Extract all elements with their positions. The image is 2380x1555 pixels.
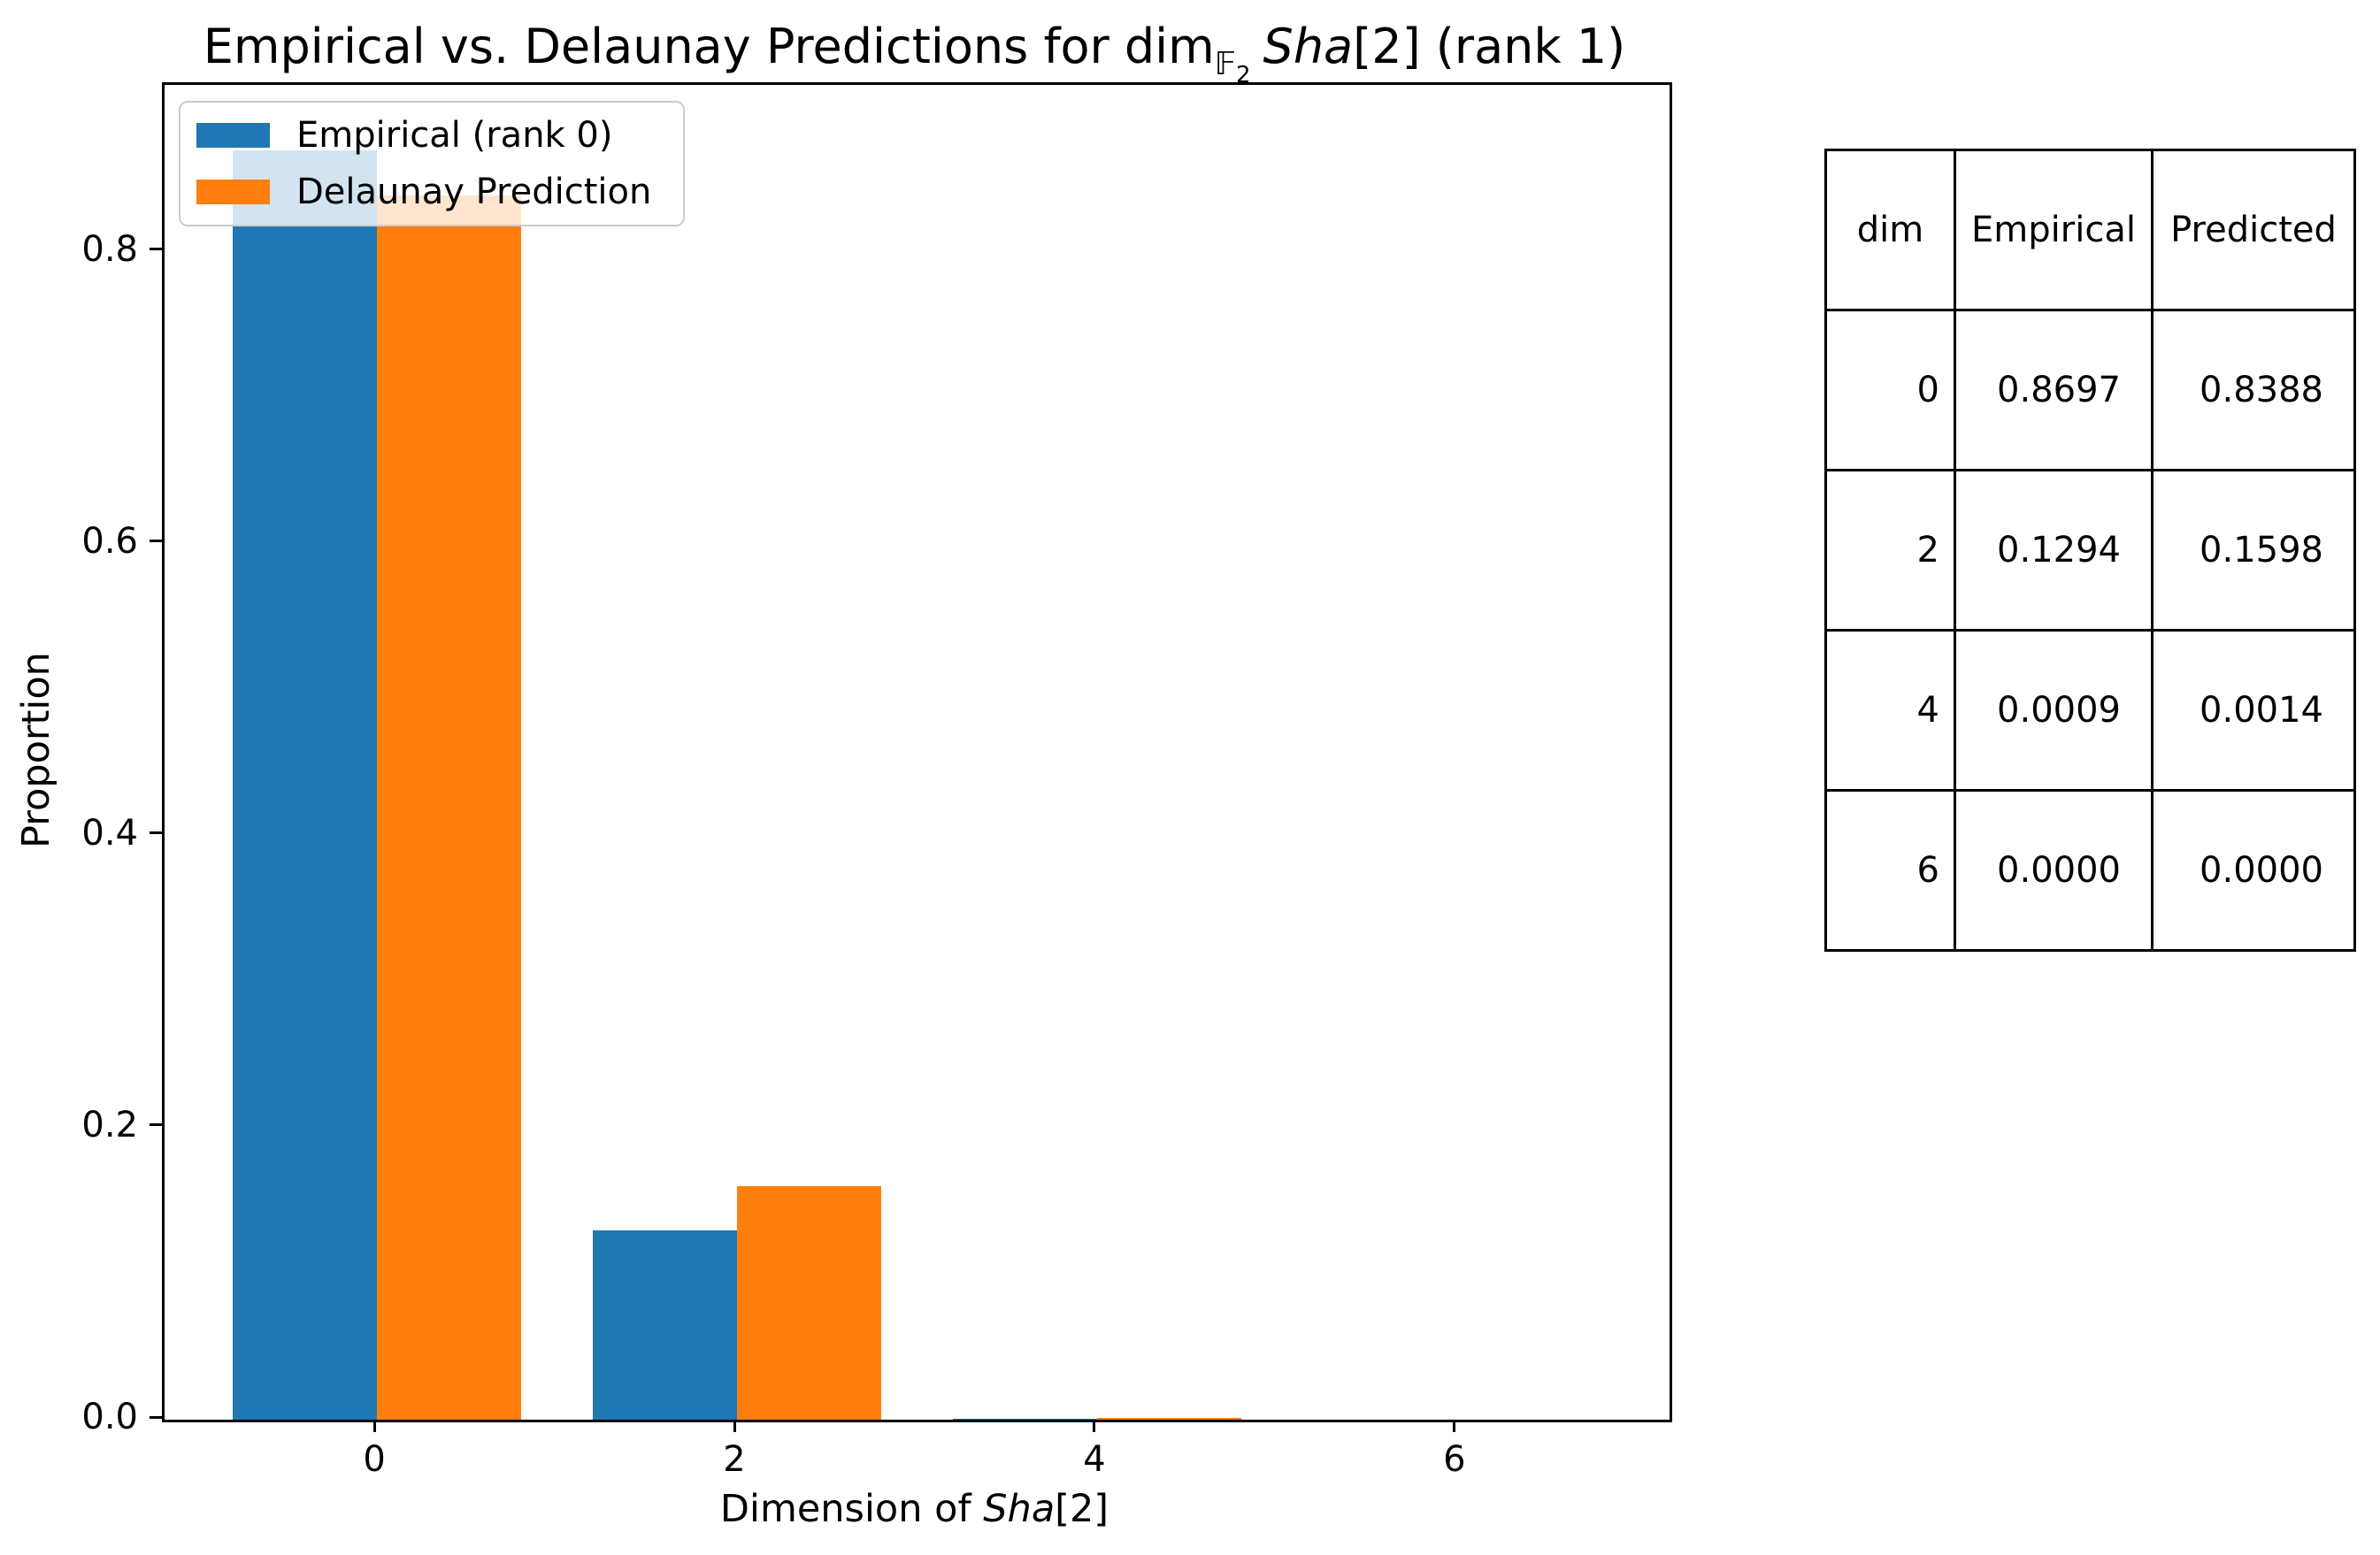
y-tick-mark-0.8 xyxy=(150,248,162,251)
y-tick-mark-0.0 xyxy=(150,1415,162,1419)
x-tick-mark-6 xyxy=(1453,1420,1456,1432)
table-cell: 4 xyxy=(1824,629,1956,792)
table-cell: 0.0009 xyxy=(1954,629,2154,792)
table-cell: 0.1598 xyxy=(2151,469,2356,632)
x-tick-label-2: 2 xyxy=(723,1439,746,1480)
table-row: 4 0.0009 0.0014 xyxy=(1824,629,2356,792)
table-header-row: dim Empirical Predicted xyxy=(1824,149,2356,311)
table-cell: 0.1294 xyxy=(1954,469,2154,632)
bar-series0-x0 xyxy=(233,149,378,1420)
y-tick-label-0.2: 0.2 xyxy=(81,1104,138,1145)
title-subscript-field-symbol: 𝔽 xyxy=(1214,46,1236,82)
y-tick-label-0.4: 0.4 xyxy=(81,812,138,854)
x-axis-label: Dimension of Sha[2] xyxy=(162,1487,1667,1531)
table-cell: 0.0000 xyxy=(2151,789,2356,952)
bar-series0-x2 xyxy=(593,1230,738,1420)
table-cell: 6 xyxy=(1824,789,1956,952)
y-tick-mark-0.6 xyxy=(150,540,162,543)
y-tick-mark-0.2 xyxy=(150,1123,162,1127)
x-tick-mark-0 xyxy=(372,1420,376,1432)
bar-series1-x4 xyxy=(1096,1417,1241,1420)
x-tick-label-6: 6 xyxy=(1443,1439,1466,1480)
table-header-cell: Predicted xyxy=(2151,149,2356,311)
table-header-cell: Empirical xyxy=(1954,149,2154,311)
title-prefix: Empirical vs. Delaunay Predictions for d… xyxy=(203,19,1215,74)
table-row: 6 0.0000 0.0000 xyxy=(1824,789,2356,952)
table-header-cell: dim xyxy=(1824,149,1956,311)
legend-swatch-delaunay xyxy=(196,180,270,204)
x-tick-label-0: 0 xyxy=(363,1439,386,1480)
plot-area: Empirical (rank 0) Delaunay Prediction xyxy=(162,82,1672,1422)
y-tick-label-0.6: 0.6 xyxy=(81,520,138,562)
legend-label-empirical: Empirical (rank 0) xyxy=(296,115,613,156)
chart-title: Empirical vs. Delaunay Predictions for d… xyxy=(162,19,1667,103)
table-row: 0 0.8697 0.8388 xyxy=(1824,309,2356,471)
y-tick-label-0.0: 0.0 xyxy=(81,1397,138,1437)
legend-item-delaunay: Delaunay Prediction xyxy=(196,173,651,211)
x-tick-label-4: 4 xyxy=(1083,1439,1106,1480)
bar-series1-x0 xyxy=(377,195,521,1420)
table-cell: 0.8388 xyxy=(2151,309,2356,471)
bar-series0-x4 xyxy=(953,1418,1097,1420)
y-axis-label: Proportion xyxy=(14,652,58,848)
legend-label-delaunay: Delaunay Prediction xyxy=(296,172,652,212)
title-suffix: [2] (rank 1) xyxy=(1353,19,1626,74)
legend-item-empirical: Empirical (rank 0) xyxy=(196,117,651,154)
x-tick-mark-2 xyxy=(733,1420,736,1432)
table-cell: 0 xyxy=(1824,309,1956,471)
xlabel-prefix: Dimension of xyxy=(719,1487,984,1531)
x-tick-mark-4 xyxy=(1093,1420,1096,1432)
table-cell: 2 xyxy=(1824,469,1956,632)
bar-series1-x2 xyxy=(737,1186,881,1420)
table-cell: 0.0000 xyxy=(1954,789,2154,952)
title-sha-word: Sha xyxy=(1263,19,1354,74)
xlabel-suffix: [2] xyxy=(1055,1487,1109,1531)
summary-table: dim Empirical Predicted 0 0.8697 0.8388 2 0.129… xyxy=(1824,149,2356,952)
legend-swatch-empirical xyxy=(196,123,270,148)
table-row: 2 0.1294 0.1598 xyxy=(1824,469,2356,632)
y-tick-mark-0.4 xyxy=(150,831,162,835)
title-subscript-index: 2 xyxy=(1236,62,1251,88)
legend: Empirical (rank 0) Delaunay Prediction xyxy=(179,101,686,226)
table-cell: 0.8697 xyxy=(1954,309,2154,471)
table-cell: 0.0014 xyxy=(2151,629,2356,792)
y-tick-label-0.8: 0.8 xyxy=(81,228,138,270)
xlabel-sha-word: Sha xyxy=(983,1487,1056,1531)
